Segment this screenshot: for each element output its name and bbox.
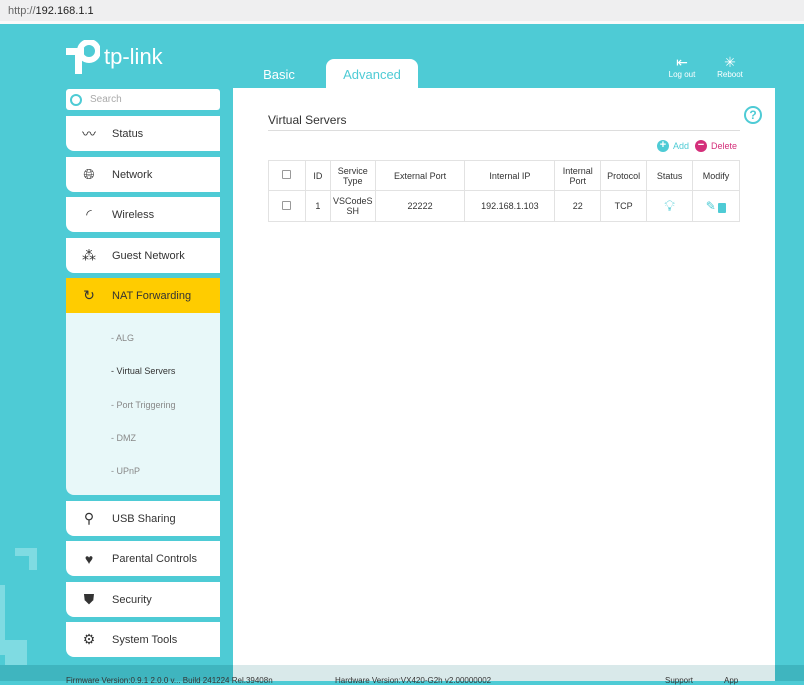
col-internal-port: Internal Port xyxy=(554,160,602,191)
help-icon[interactable]: ? xyxy=(744,106,762,124)
tab-advanced[interactable]: Advanced xyxy=(326,59,418,89)
decoration xyxy=(29,548,37,570)
sidebar-item-system-tools[interactable]: ⚙ System Tools xyxy=(66,622,220,657)
footer: Firmware Version:0.9.1 2.0.0 v... Build … xyxy=(0,665,804,685)
col-service-type: Service Type xyxy=(329,160,376,191)
sidebar-item-guest-network[interactable]: ⁂ Guest Network xyxy=(66,238,220,273)
sidebar-item-label: Parental Controls xyxy=(112,552,197,565)
delete-button[interactable]: − Delete xyxy=(695,140,737,152)
sidebar-item-label: Network xyxy=(112,168,153,181)
col-protocol: Protocol xyxy=(600,160,648,191)
page-title: Virtual Servers xyxy=(268,113,347,127)
logo-text: tp-link xyxy=(104,44,163,69)
reboot-button[interactable]: ✳ Reboot xyxy=(710,54,750,79)
pulse-icon: 〰 xyxy=(82,125,96,142)
plus-icon: + xyxy=(657,140,669,152)
sidebar-item-nat-forwarding[interactable]: ↻ NAT Forwarding xyxy=(66,278,220,313)
footer-panel xyxy=(233,665,775,681)
logout-button[interactable]: ⇤ Log out xyxy=(662,54,702,79)
sidebar-item-label: NAT Forwarding xyxy=(112,289,192,302)
sidebar-item-parental-controls[interactable]: ♥ Parental Controls xyxy=(66,541,220,576)
table-header: ID Service Type External Port Internal I… xyxy=(268,160,740,191)
row-checkbox[interactable] xyxy=(282,200,292,210)
col-status: Status xyxy=(646,160,694,191)
gear-icon: ⚙ xyxy=(82,631,96,647)
submenu-item-alg[interactable]: - ALG xyxy=(111,333,135,343)
edit-icon[interactable]: ✎ xyxy=(705,199,716,213)
heart-icon: ♥ xyxy=(84,550,94,567)
cell-internal-ip: 192.168.1.103 xyxy=(464,190,556,222)
reboot-icon: ✳ xyxy=(724,54,736,70)
sidebar-item-usb-sharing[interactable]: ⚲ USB Sharing xyxy=(66,501,220,536)
cell-service-type: VSCodeSSH xyxy=(329,190,376,222)
cell-id: 1 xyxy=(304,190,331,222)
submenu-item-upnp[interactable]: - UPnP xyxy=(111,466,141,476)
nat-submenu: - ALG - Virtual Servers - Port Triggerin… xyxy=(66,313,220,495)
sidebar-item-label: Wireless xyxy=(112,208,155,221)
sidebar-item-label: Security xyxy=(112,593,152,606)
col-id: ID xyxy=(304,160,331,191)
tab-basic[interactable]: Basic xyxy=(263,67,295,82)
sidebar-item-label: Guest Network xyxy=(112,249,185,262)
col-external-port: External Port xyxy=(374,160,466,191)
url-host: 192.168.1.1 xyxy=(35,5,94,17)
shield-icon: ⛊ xyxy=(83,591,95,607)
wifi-icon: ◜ xyxy=(86,206,92,222)
guests-icon: ⁂ xyxy=(82,247,96,263)
add-label: Add xyxy=(673,141,690,151)
virtual-servers-table: ID Service Type External Port Internal I… xyxy=(268,160,740,222)
title-divider xyxy=(268,130,740,131)
add-button[interactable]: + Add xyxy=(657,140,689,152)
sidebar-item-label: Status xyxy=(112,127,144,140)
sidebar-item-network[interactable]: 🌐︎ Network xyxy=(66,157,220,192)
sidebar-item-label: System Tools xyxy=(112,633,178,646)
col-modify: Modify xyxy=(692,160,740,191)
submenu-item-dmz[interactable]: - DMZ xyxy=(111,433,136,443)
usb-icon: ⚲ xyxy=(83,510,95,526)
trash-icon[interactable] xyxy=(718,202,727,213)
cell-protocol: TCP xyxy=(600,190,648,222)
address-bar[interactable]: http://192.168.1.1 xyxy=(0,0,804,24)
globe-icon: 🌐︎ xyxy=(83,166,95,182)
sidebar-item-wireless[interactable]: ◜ Wireless xyxy=(66,197,220,232)
decoration xyxy=(5,640,27,665)
search-placeholder: Search xyxy=(90,94,122,105)
delete-label: Delete xyxy=(711,141,738,151)
logout-label: Log out xyxy=(668,70,696,79)
select-all-checkbox[interactable] xyxy=(282,170,292,179)
bulb-status-icon[interactable]: 💡︎ xyxy=(664,197,675,215)
tp-link-logo[interactable]: tp-link xyxy=(66,40,163,74)
minus-icon: − xyxy=(695,140,707,152)
sidebar-item-security[interactable]: ⛊ Security xyxy=(66,582,220,617)
search-icon xyxy=(70,93,82,106)
sidebar-item-label: USB Sharing xyxy=(112,512,176,525)
decoration xyxy=(15,548,37,556)
reboot-label: Reboot xyxy=(717,70,743,79)
submenu-item-virtual-servers[interactable]: - Virtual Servers xyxy=(111,366,176,376)
tp-link-logo-icon xyxy=(66,40,100,74)
search-input[interactable]: Search xyxy=(66,89,220,110)
sidebar-item-status[interactable]: 〰 Status xyxy=(66,116,220,151)
col-internal-ip: Internal IP xyxy=(464,160,556,191)
url-scheme: http:// xyxy=(8,5,36,17)
submenu-item-port-triggering[interactable]: - Port Triggering xyxy=(111,400,176,410)
decoration xyxy=(0,585,5,655)
table-row: 1 VSCodeSSH 22222 192.168.1.103 22 TCP 💡… xyxy=(268,190,740,222)
nat-icon: ↻ xyxy=(83,287,95,303)
cell-internal-port: 22 xyxy=(554,190,602,222)
logout-icon: ⇤ xyxy=(676,54,688,70)
cell-external-port: 22222 xyxy=(374,190,466,222)
